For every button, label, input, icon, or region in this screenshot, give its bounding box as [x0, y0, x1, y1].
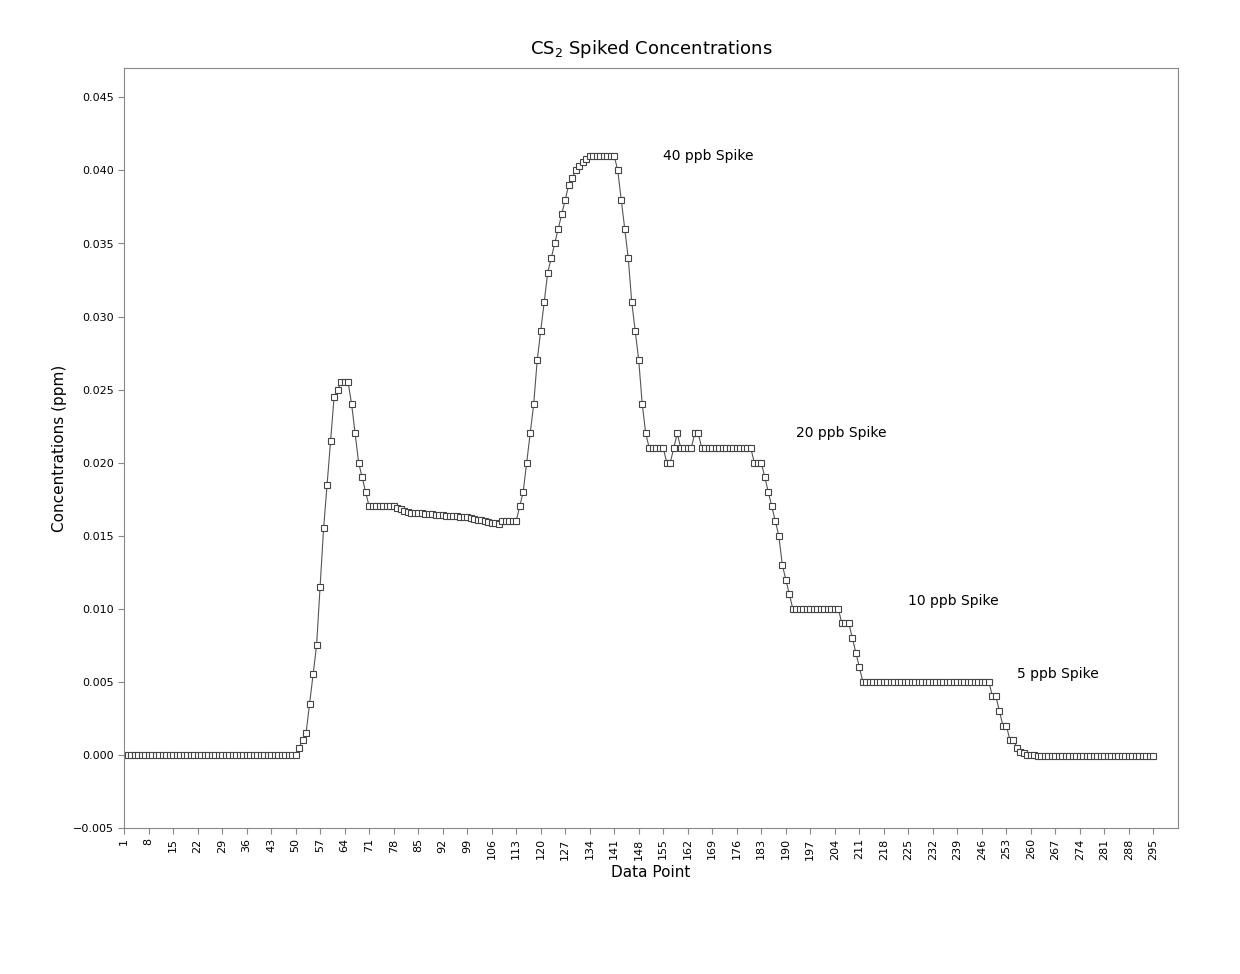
Text: 20 ppb Spike: 20 ppb Spike [796, 427, 887, 440]
Text: 5 ppb Spike: 5 ppb Spike [1017, 667, 1099, 682]
Y-axis label: Concentrations (ppm): Concentrations (ppm) [52, 364, 67, 532]
X-axis label: Data Point: Data Point [611, 865, 691, 880]
Text: 10 ppb Spike: 10 ppb Spike [909, 594, 999, 609]
Title: CS$_2$ Spiked Concentrations: CS$_2$ Spiked Concentrations [529, 38, 773, 60]
Text: 40 ppb Spike: 40 ppb Spike [663, 149, 754, 163]
